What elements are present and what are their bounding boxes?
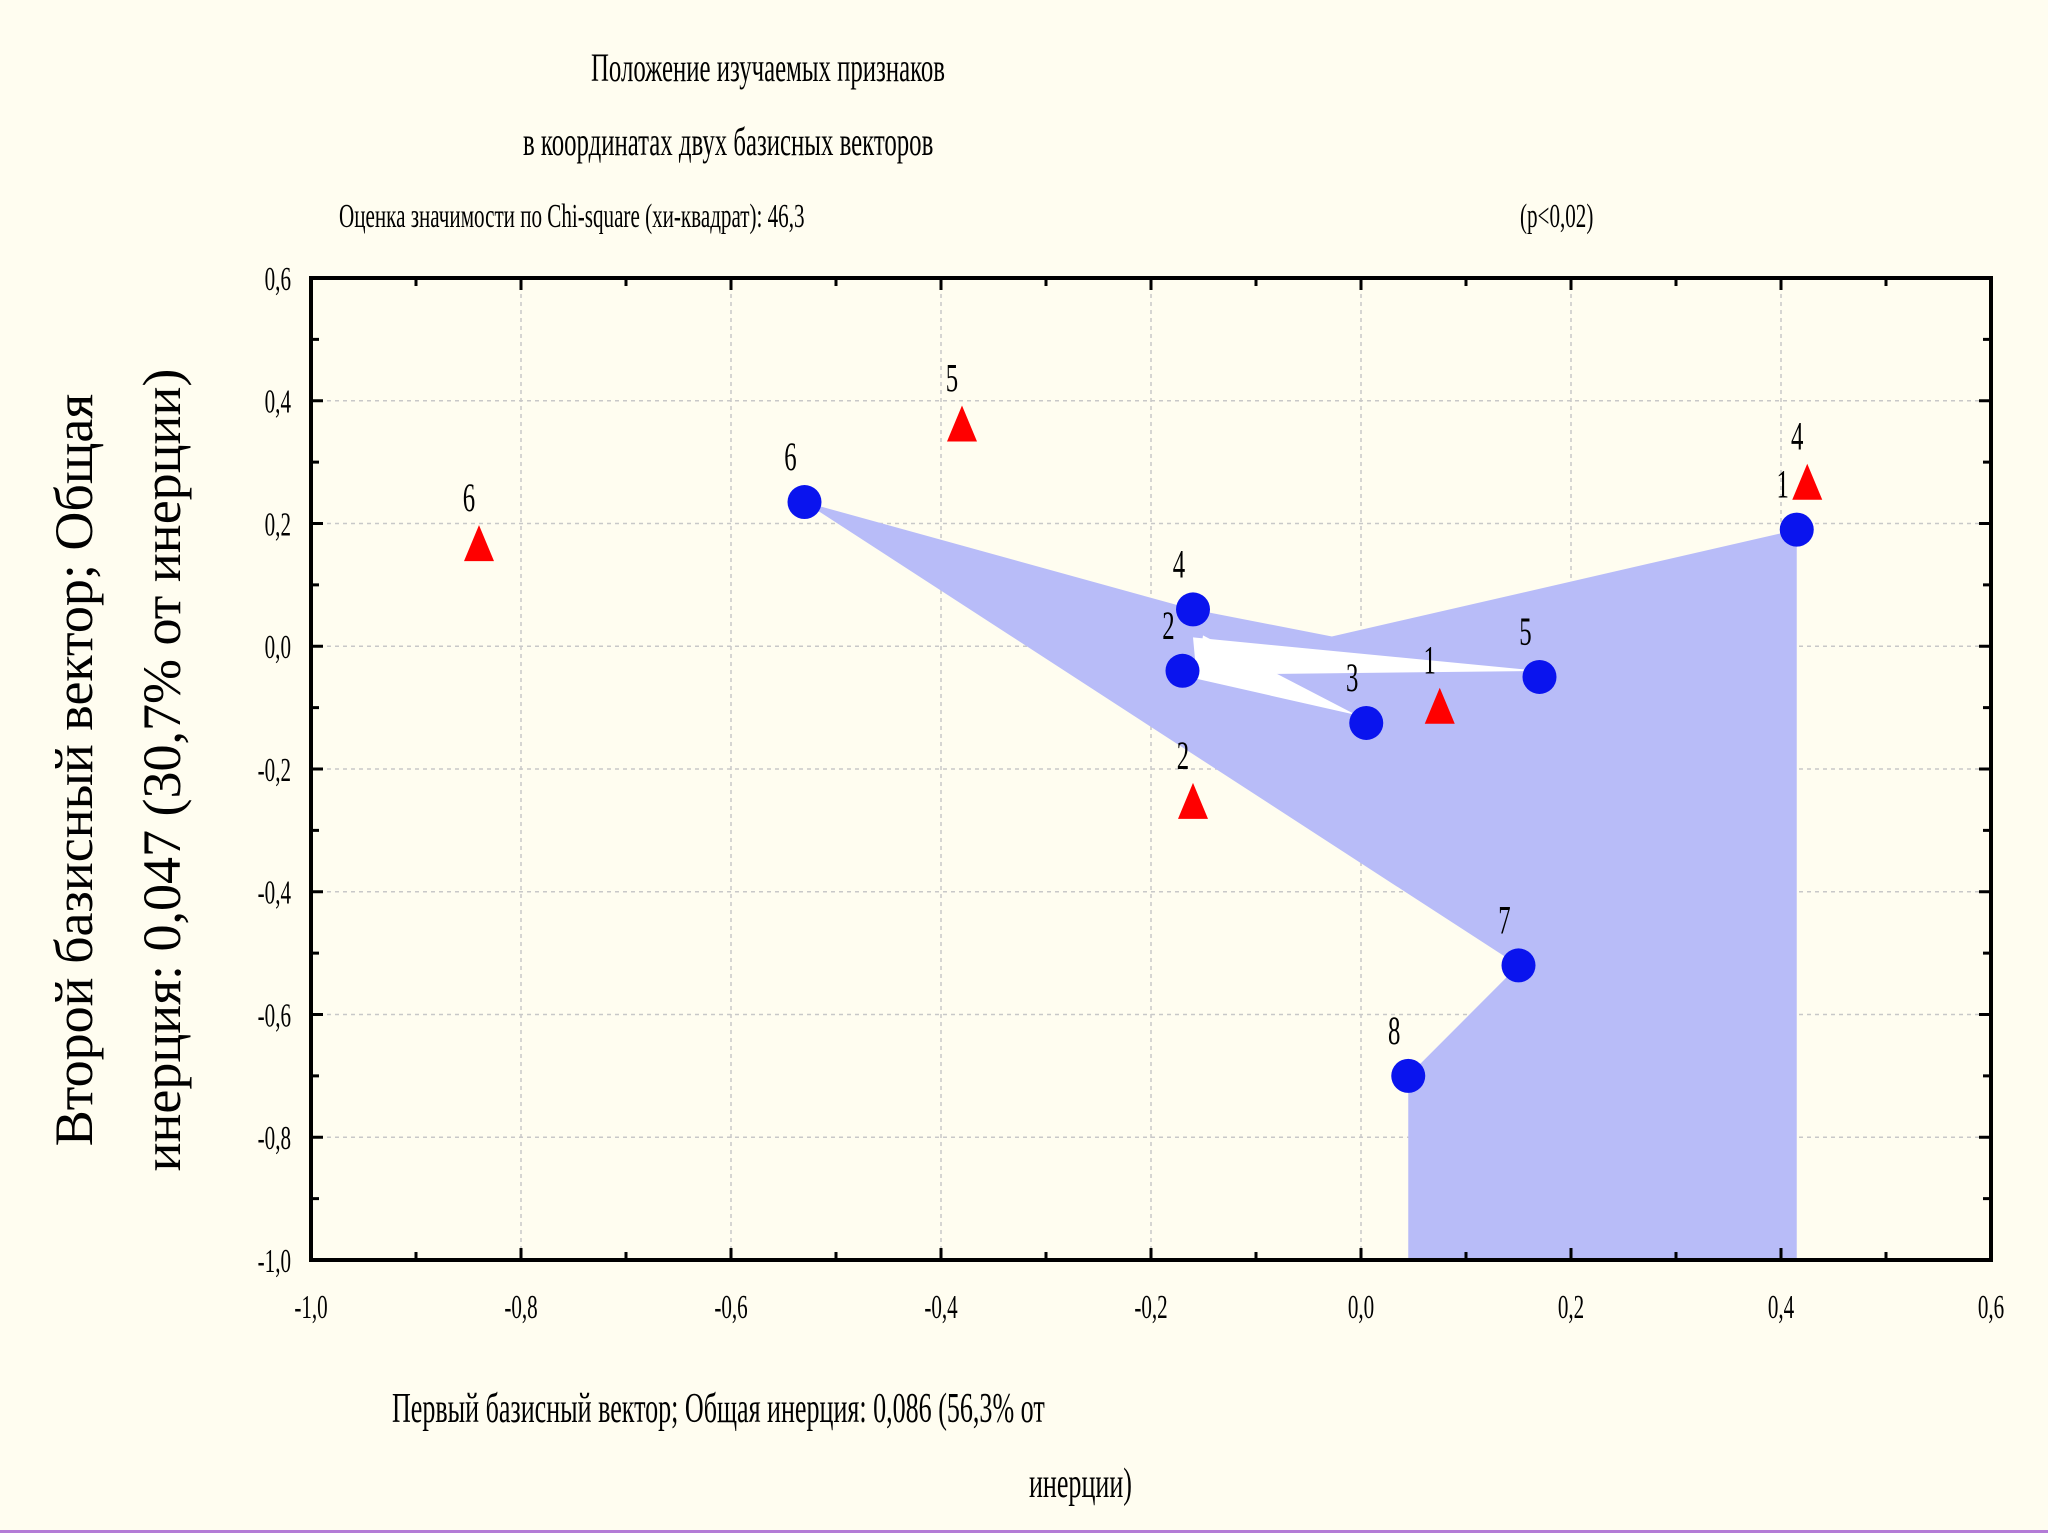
x-tick-label: 0,6 (1978, 1289, 2004, 1326)
point-label: 6 (784, 435, 796, 479)
filled-area (804, 502, 1797, 1260)
triangle-point (1178, 782, 1208, 819)
area-gap (1196, 635, 1357, 715)
triangle-point (947, 405, 977, 442)
y-tick-label: 0,4 (265, 384, 291, 421)
chart-title: Положение изучаемых признаков (591, 45, 946, 90)
point-label: 6 (463, 476, 475, 520)
x-axis-label: Первый базисный вектор; Общая инерция: 0… (392, 1386, 1045, 1432)
area-gap (1193, 637, 1540, 675)
x-tick-label: 0,4 (1768, 1289, 1794, 1326)
y-tick-label: 0,0 (265, 629, 291, 666)
window-border (0, 1530, 2048, 1533)
x-tick-label: 0,0 (1348, 1289, 1374, 1326)
triangle-point (1792, 463, 1823, 500)
circle-point (1391, 1058, 1426, 1093)
y-tick-label: 0,6 (265, 261, 291, 298)
point-label: 1 (1424, 639, 1436, 683)
y-tick-label: -0,4 (258, 875, 291, 912)
x-tick-label: -0,4 (924, 1289, 957, 1326)
point-label: 5 (946, 357, 958, 401)
circle-point (1522, 659, 1557, 694)
x-tick-label: -0,6 (714, 1289, 747, 1326)
circle-point (787, 485, 822, 520)
point-label: 3 (1346, 656, 1358, 700)
circle-point (1501, 948, 1536, 983)
circle-point (1165, 653, 1200, 688)
p-value-label: (p<0,02) (1520, 198, 1594, 235)
point-label: 7 (1498, 899, 1510, 943)
y-tick-label: 0,2 (265, 507, 291, 544)
x-tick-label: -0,8 (504, 1289, 537, 1326)
triangle-point (1424, 687, 1455, 724)
y-tick-label: -1,0 (258, 1243, 291, 1280)
y-tick-label: -0,6 (258, 998, 291, 1035)
axis-ticks: -1,0 -0,8 -0,6 -0,4 -0,2 0,0 0,2 0,4 0,6 0,6 0,4 0,… (258, 261, 2005, 1326)
point-label: 4 (1791, 415, 1804, 459)
circle-point (1349, 705, 1384, 740)
triangle-point (464, 525, 494, 562)
circle-point (1779, 512, 1814, 547)
y-tick-label: -0,8 (258, 1120, 291, 1157)
chart-subtitle: Оценка значимости по Chi-square (хи-квад… (339, 198, 805, 235)
chart-title-line2: в координатах двух базисных векторов (523, 119, 934, 164)
shaded-polygon (804, 502, 1797, 1260)
x-tick-label: -0,2 (1134, 1289, 1167, 1326)
point-label: 2 (1177, 734, 1189, 778)
data-points: 1 2 3 4 5 6 7 8 1 2 4 5 6 (463, 357, 1823, 1093)
point-label: 5 (1519, 610, 1531, 654)
x-tick-label: -1,0 (294, 1289, 327, 1326)
x-tick-label: 0,2 (1558, 1289, 1584, 1326)
point-label: 8 (1388, 1009, 1400, 1053)
point-label: 2 (1162, 604, 1174, 648)
circle-point (1176, 592, 1210, 627)
y-tick-label: -0,2 (258, 752, 291, 789)
point-label: 1 (1777, 463, 1789, 507)
x-axis-label-line2: инерции) (1029, 1461, 1132, 1507)
point-label: 4 (1173, 543, 1186, 587)
